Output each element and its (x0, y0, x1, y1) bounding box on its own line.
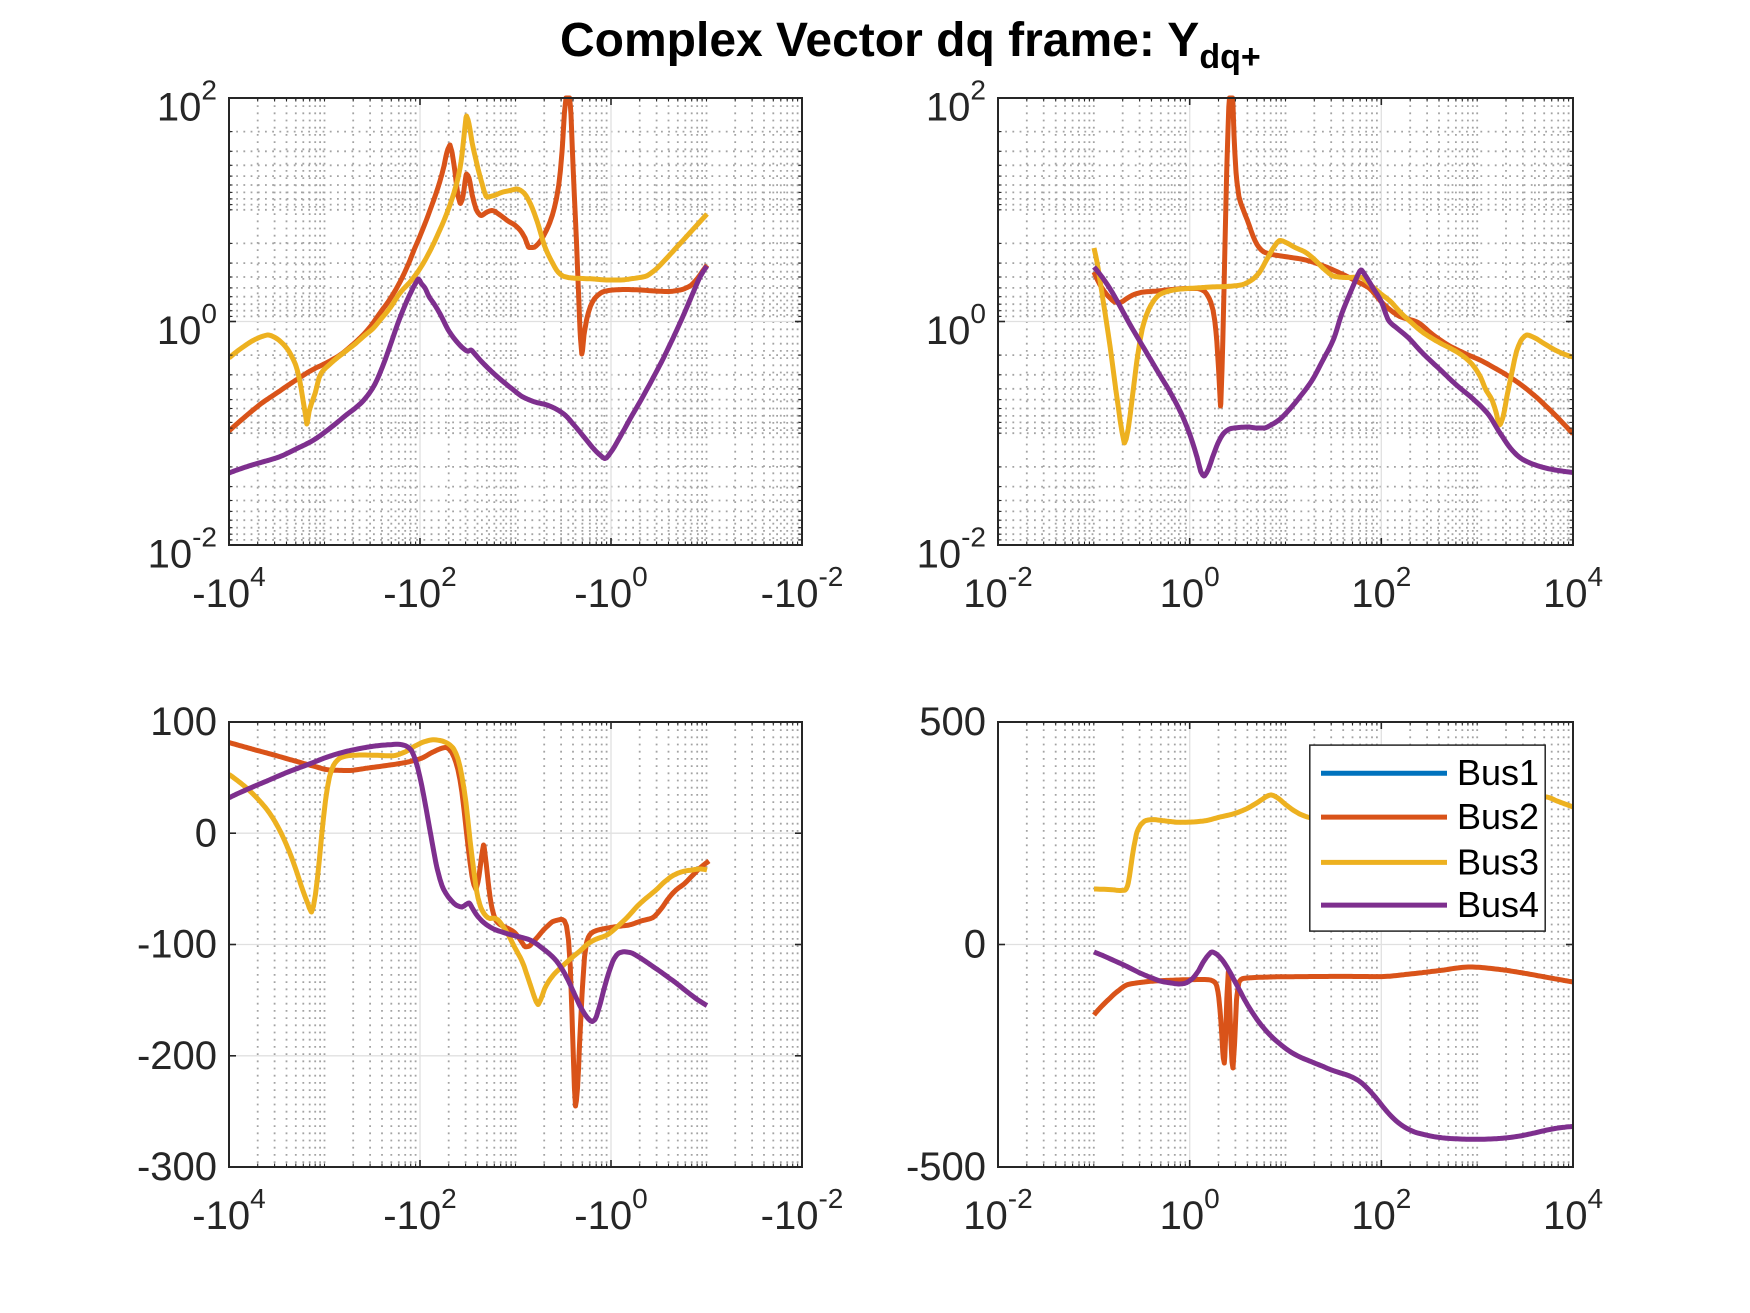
svg-text:Bus2: Bus2 (1457, 796, 1539, 837)
svg-text:0: 0 (964, 923, 986, 967)
svg-text:Bus3: Bus3 (1457, 841, 1539, 882)
svg-text:-100: -100 (137, 923, 217, 967)
svg-text:Bus4: Bus4 (1457, 884, 1539, 925)
svg-text:Complex Vector dq frame: Ydq+: Complex Vector dq frame: Ydq+ (560, 14, 1261, 76)
svg-text:-500: -500 (906, 1145, 986, 1189)
svg-text:-300: -300 (137, 1145, 217, 1189)
svg-text:-200: -200 (137, 1034, 217, 1078)
svg-text:Bus1: Bus1 (1457, 752, 1539, 793)
svg-text:0: 0 (195, 811, 217, 855)
svg-text:100: 100 (150, 700, 217, 744)
svg-text:500: 500 (919, 700, 986, 744)
